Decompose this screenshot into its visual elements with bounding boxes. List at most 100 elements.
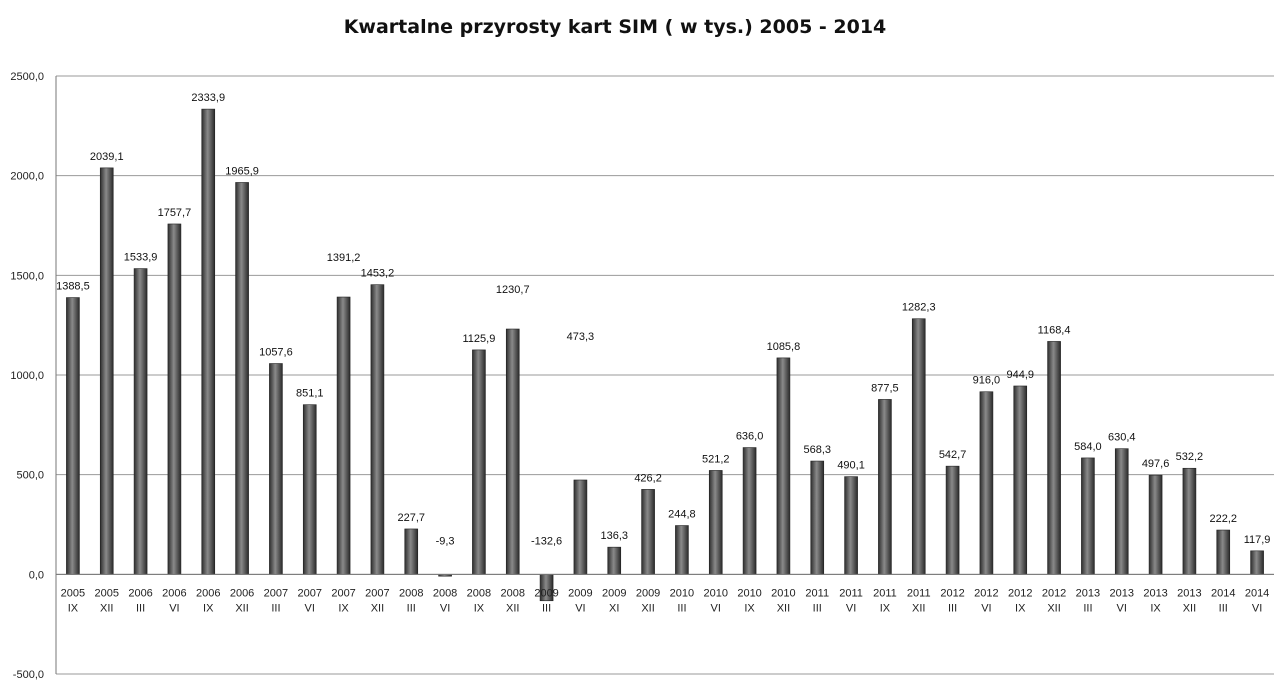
x-category-quarter: IX (338, 602, 349, 614)
x-category-quarter: III (542, 602, 551, 614)
x-category-quarter: VI (305, 602, 315, 614)
x-category-quarter: III (407, 602, 416, 614)
x-category-year: 2011 (839, 587, 863, 599)
bar (641, 489, 655, 575)
data-label: 1282,3 (902, 302, 936, 314)
bar (742, 447, 757, 575)
x-category-year: 2013 (1110, 587, 1134, 599)
x-category-quarter: VI (440, 602, 450, 614)
x-category-quarter: III (136, 602, 145, 614)
x-axis-categories: 2005 IX 2005 XII 2006 III 2006 VI 2006 IX 2006 XII 2… (61, 587, 1270, 614)
x-category-quarter: IX (68, 602, 79, 614)
bar (99, 167, 114, 575)
data-labels: 1388,5 2039,1 1533,9 1757,7 2333,9 1965,9 1057… (56, 92, 1270, 547)
x-category-year: 2007 (365, 587, 389, 599)
x-category-year: 2008 (399, 587, 423, 599)
x-category-year: 2008 (501, 587, 525, 599)
bar (133, 268, 148, 575)
bar (945, 465, 960, 575)
bar (810, 460, 825, 575)
x-category-quarter: XII (1047, 602, 1060, 614)
x-category-quarter: XII (912, 602, 925, 614)
x-category-year: 2008 (433, 587, 457, 599)
bar (708, 470, 723, 575)
data-label: 851,1 (296, 388, 324, 400)
x-category-year: 2012 (940, 587, 964, 599)
x-category-quarter: III (1219, 602, 1228, 614)
x-category-year: 2009 (636, 587, 660, 599)
x-category-year: 2014 (1211, 587, 1235, 599)
x-category-year: 2005 (95, 587, 119, 599)
x-category-year: 2014 (1245, 587, 1269, 599)
x-category-quarter: XII (506, 602, 519, 614)
bar (269, 363, 283, 575)
x-category-quarter: XII (777, 602, 790, 614)
data-label: 473,3 (567, 331, 595, 343)
x-category-quarter: IX (1150, 602, 1161, 614)
x-category-quarter: IX (744, 602, 755, 614)
x-category-year: 2011 (873, 587, 897, 599)
bar (1216, 529, 1231, 575)
x-category-quarter: XII (1183, 602, 1196, 614)
bar (1114, 448, 1129, 575)
data-label: -9,3 (436, 535, 455, 547)
data-label: 877,5 (871, 382, 899, 394)
x-category-quarter: III (948, 602, 957, 614)
x-category-quarter: VI (169, 602, 179, 614)
data-label: 136,3 (600, 530, 628, 542)
bar (302, 404, 317, 575)
bar (66, 297, 80, 575)
x-category-year: 2005 (61, 587, 85, 599)
data-label: 916,0 (973, 375, 1001, 387)
data-label: 2333,9 (191, 92, 225, 104)
x-category-quarter: VI (1117, 602, 1127, 614)
bar (235, 182, 249, 575)
x-category-quarter: VI (846, 602, 856, 614)
chart-title: Kwartalne przyrosty kart SIM ( w tys.) 2… (343, 16, 887, 38)
x-category-year: 2009 (568, 587, 592, 599)
data-label: 1168,4 (1038, 324, 1071, 336)
x-category-quarter: IX (880, 602, 891, 614)
bar (607, 546, 622, 575)
y-tick-label: 500,0 (16, 470, 44, 482)
bar (505, 328, 520, 575)
x-category-year: 2010 (670, 587, 694, 599)
x-category-year: 2012 (1042, 587, 1066, 599)
x-category-year: 2009 (602, 587, 626, 599)
bar (573, 479, 588, 575)
y-tick-label: 2500,0 (10, 71, 44, 83)
bar (370, 284, 385, 575)
bar (201, 108, 216, 575)
x-category-quarter: III (1083, 602, 1092, 614)
x-category-quarter: IX (474, 602, 485, 614)
data-label: -132,6 (531, 535, 562, 547)
data-label: 1125,9 (463, 333, 496, 345)
axes (55, 76, 1274, 674)
data-label: 1533,9 (124, 252, 158, 264)
data-label: 1230,7 (496, 284, 530, 296)
x-category-year: 2006 (230, 587, 254, 599)
x-category-year: 2011 (907, 587, 931, 599)
data-label: 426,2 (634, 472, 662, 484)
data-label: 2039,1 (90, 151, 124, 163)
data-label: 630,4 (1108, 432, 1136, 444)
bar (1013, 385, 1028, 575)
y-axis-ticks: -500,0 0,0 500,0 1000,0 1500,0 2000,0 2500,0 (10, 71, 44, 681)
x-category-year: 2007 (264, 587, 288, 599)
bar (404, 528, 419, 575)
x-category-quarter: XII (235, 602, 248, 614)
bar (675, 525, 689, 575)
y-tick-label: 1500,0 (10, 270, 44, 282)
x-category-year: 2008 (467, 587, 491, 599)
bar (911, 318, 926, 575)
bar (844, 476, 858, 575)
bar (336, 296, 351, 575)
x-category-year: 2006 (128, 587, 152, 599)
data-label: 1757,7 (158, 207, 192, 219)
x-category-quarter: VI (575, 602, 585, 614)
x-category-year: 2007 (331, 587, 355, 599)
x-category-year: 2012 (974, 587, 998, 599)
x-category-quarter: XII (100, 602, 113, 614)
bar (1148, 474, 1163, 575)
